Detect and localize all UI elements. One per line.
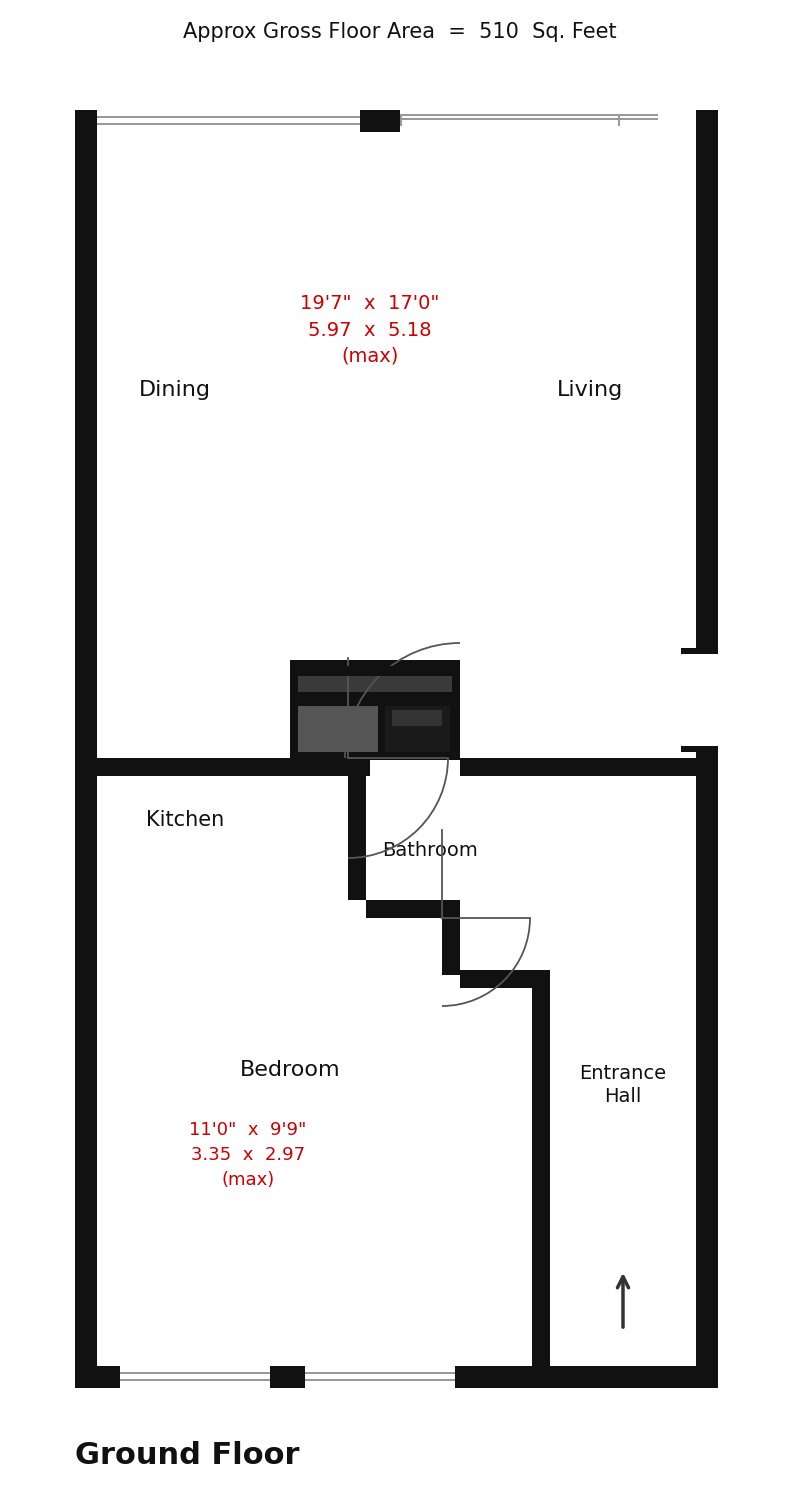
Bar [298,666,452,675]
Bar [618,114,658,117]
Text: Bathroom: Bathroom [382,841,478,859]
Bar [460,757,696,775]
Bar [305,1379,455,1380]
Bar [360,111,400,131]
Bar [618,118,658,120]
Text: Approx Gross Floor Area  =  510  Sq. Feet: Approx Gross Floor Area = 510 Sq. Feet [183,22,617,42]
Bar [681,746,718,751]
Bar [120,1379,270,1380]
Bar [400,114,402,125]
Bar [120,1371,270,1374]
Text: 19'7"  x  17'0"
5.97  x  5.18
(max): 19'7" x 17'0" 5.97 x 5.18 (max) [300,294,440,366]
Text: Ground Floor: Ground Floor [75,1440,299,1470]
Bar [400,111,696,131]
Bar [681,648,718,654]
Text: Bedroom: Bedroom [240,1061,340,1080]
Bar [392,710,442,726]
Bar [385,707,450,751]
Text: 11'0"  x  9'9"
3.35  x  2.97
(max): 11'0" x 9'9" 3.35 x 2.97 (max) [190,1120,306,1189]
Bar [75,1366,718,1388]
Bar [696,648,718,751]
Bar [120,1366,270,1388]
Bar [618,114,620,125]
Bar [400,114,658,117]
Bar [290,701,460,760]
Bar [442,899,460,976]
Bar [290,660,460,701]
Text: Living: Living [557,379,623,400]
Bar [298,707,378,751]
Bar [97,123,360,125]
Text: Kitchen: Kitchen [146,810,224,831]
Bar [97,117,360,118]
Bar [97,757,370,775]
Bar [460,970,550,988]
Bar [75,111,97,1388]
Bar [348,757,366,899]
Bar [305,1371,455,1374]
Bar [366,899,460,917]
Bar [97,111,360,131]
Bar [400,118,658,120]
Bar [75,111,718,131]
Bar [305,1366,455,1388]
Bar [696,111,718,1388]
Bar [532,970,550,1366]
Text: Entrance
Hall: Entrance Hall [579,1064,666,1106]
Text: Dining: Dining [139,379,211,400]
Bar [298,666,452,692]
